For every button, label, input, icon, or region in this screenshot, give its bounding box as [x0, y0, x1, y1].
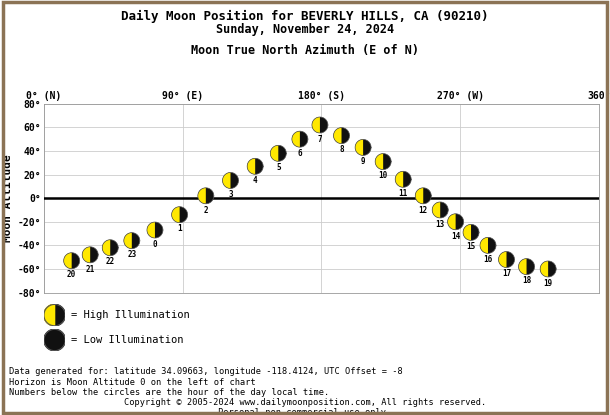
Polygon shape — [198, 188, 206, 204]
Text: 13: 13 — [436, 220, 445, 229]
Polygon shape — [334, 128, 350, 144]
Polygon shape — [247, 158, 263, 174]
Polygon shape — [223, 173, 239, 188]
Text: Moon True North Azimuth (E of N): Moon True North Azimuth (E of N) — [191, 44, 419, 56]
Polygon shape — [395, 171, 411, 187]
Polygon shape — [432, 202, 440, 218]
Text: 9: 9 — [361, 157, 365, 166]
Polygon shape — [102, 240, 110, 256]
Text: 17: 17 — [502, 269, 511, 278]
Polygon shape — [395, 171, 403, 187]
Polygon shape — [480, 237, 496, 254]
Polygon shape — [480, 237, 488, 254]
Text: = Low Illumination: = Low Illumination — [71, 335, 184, 345]
Text: 0: 0 — [152, 240, 157, 249]
Polygon shape — [334, 128, 342, 144]
Text: 20: 20 — [67, 271, 76, 279]
Polygon shape — [312, 117, 328, 133]
Polygon shape — [498, 251, 514, 268]
Text: Data generated for: latitude 34.09663, longitude -118.4124, UTC Offset = -8: Data generated for: latitude 34.09663, l… — [9, 367, 403, 376]
Polygon shape — [63, 253, 72, 269]
Text: 11: 11 — [398, 189, 408, 198]
Polygon shape — [540, 261, 556, 277]
Polygon shape — [124, 233, 140, 249]
Text: 4: 4 — [253, 176, 257, 185]
Text: 14: 14 — [451, 232, 460, 241]
Polygon shape — [498, 251, 506, 268]
Text: Daily Moon Position for BEVERLY HILLS, CA (90210): Daily Moon Position for BEVERLY HILLS, C… — [121, 10, 489, 24]
Polygon shape — [518, 259, 534, 275]
Polygon shape — [355, 139, 363, 155]
Polygon shape — [270, 145, 278, 161]
Polygon shape — [518, 259, 526, 275]
Text: 2: 2 — [204, 205, 208, 215]
Polygon shape — [198, 188, 214, 204]
Text: 5: 5 — [276, 163, 281, 172]
Text: Personal non commercial use only.: Personal non commercial use only. — [218, 408, 392, 415]
Polygon shape — [463, 225, 471, 240]
Polygon shape — [223, 173, 231, 188]
Polygon shape — [292, 131, 300, 147]
Polygon shape — [415, 188, 423, 204]
Polygon shape — [44, 330, 65, 351]
Polygon shape — [355, 139, 371, 155]
Polygon shape — [540, 261, 548, 277]
Polygon shape — [102, 240, 118, 256]
Polygon shape — [147, 222, 163, 238]
Text: 16: 16 — [483, 255, 493, 264]
Text: 12: 12 — [418, 205, 428, 215]
Text: 23: 23 — [127, 250, 137, 259]
Polygon shape — [432, 202, 448, 218]
Text: 3: 3 — [228, 190, 233, 199]
Polygon shape — [171, 207, 188, 223]
Text: = High Illumination: = High Illumination — [71, 310, 190, 320]
Polygon shape — [44, 305, 65, 326]
Text: Sunday, November 24, 2024: Sunday, November 24, 2024 — [216, 23, 394, 36]
Polygon shape — [292, 131, 308, 147]
Text: 18: 18 — [522, 276, 531, 286]
Text: 6: 6 — [298, 149, 302, 158]
Text: 21: 21 — [85, 265, 95, 273]
Polygon shape — [448, 214, 456, 230]
Text: 1: 1 — [178, 225, 182, 234]
Text: Numbers below the circles are the hour of the day local time.: Numbers below the circles are the hour o… — [9, 388, 329, 397]
Text: 15: 15 — [467, 242, 476, 251]
Text: 19: 19 — [544, 279, 553, 288]
Polygon shape — [82, 247, 90, 263]
Y-axis label: Moon Altitude: Moon Altitude — [4, 154, 13, 242]
Polygon shape — [147, 222, 155, 238]
Polygon shape — [44, 305, 55, 326]
Polygon shape — [375, 154, 383, 170]
Polygon shape — [171, 207, 179, 223]
Text: 10: 10 — [379, 171, 388, 181]
Text: 22: 22 — [106, 257, 115, 266]
Text: 7: 7 — [318, 135, 322, 144]
Polygon shape — [124, 233, 132, 249]
Polygon shape — [247, 158, 255, 174]
Polygon shape — [415, 188, 431, 204]
Text: 8: 8 — [339, 145, 344, 154]
Polygon shape — [463, 225, 479, 240]
Text: Horizon is Moon Altitude 0 on the left of chart: Horizon is Moon Altitude 0 on the left o… — [9, 378, 256, 387]
Polygon shape — [270, 145, 286, 161]
Polygon shape — [312, 117, 320, 133]
Polygon shape — [82, 247, 98, 263]
Polygon shape — [448, 214, 464, 230]
Text: Copyright © 2005-2024 www.dailymoonposition.com, All rights reserved.: Copyright © 2005-2024 www.dailymoonposit… — [124, 398, 486, 408]
Polygon shape — [63, 253, 80, 269]
Polygon shape — [375, 154, 391, 170]
